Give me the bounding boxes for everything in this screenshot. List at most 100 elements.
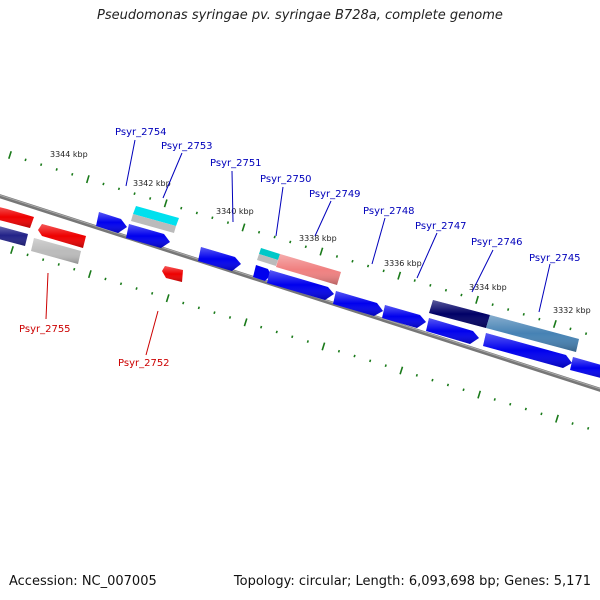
gene-label-psyr-2747[interactable]: Psyr_2747: [415, 221, 467, 232]
minor-tick: [366, 264, 370, 268]
minor-tick: [509, 402, 512, 406]
minor-tick: [260, 325, 263, 329]
leader-line: [371, 217, 386, 265]
minor-tick: [197, 306, 200, 310]
gene-block-cyan[interactable]: [133, 206, 179, 226]
minor-tick: [524, 407, 527, 411]
gene-label-psyr-2749[interactable]: Psyr_2749: [309, 189, 361, 200]
ruler-label: 3340 kbp: [216, 207, 254, 216]
minor-tick: [351, 259, 354, 263]
gene-arrow-reverse[interactable]: [38, 224, 86, 248]
minor-tick: [587, 426, 590, 430]
minor-tick: [182, 301, 185, 305]
minor-tick: [55, 168, 58, 171]
major-tick: [241, 223, 246, 232]
minor-tick: [444, 288, 448, 292]
minor-tick: [507, 308, 510, 311]
gene-label-psyr-2751[interactable]: Psyr_2751: [210, 158, 262, 169]
ruler-label: 3344 kbp: [50, 150, 88, 159]
minor-tick: [135, 287, 138, 290]
minor-tick: [337, 349, 341, 353]
minor-tick: [335, 255, 339, 258]
leader-line: [538, 263, 551, 313]
gene-label-psyr-2755[interactable]: Psyr_2755: [19, 324, 71, 335]
minor-tick: [40, 163, 43, 167]
minor-tick: [353, 354, 356, 358]
gene-arrow-forward[interactable]: [198, 247, 241, 271]
gene-block-gray[interactable]: [131, 214, 176, 233]
minor-tick: [413, 279, 416, 282]
minor-tick: [119, 282, 123, 286]
gene-labels: Psyr_2754 Psyr_2753 Psyr_2751 Psyr_2750 …: [19, 127, 581, 369]
minor-tick: [571, 422, 574, 425]
major-tick: [163, 199, 168, 208]
gene-arrow-forward[interactable]: [382, 305, 426, 328]
gene-arrow-forward[interactable]: [96, 212, 127, 233]
leader-line: [416, 232, 438, 279]
gene-block-steel[interactable]: [486, 315, 579, 352]
gene-block-pink[interactable]: [276, 254, 341, 285]
major-tick: [321, 342, 326, 351]
leader-line: [45, 272, 49, 320]
gene-arrow-forward[interactable]: [483, 333, 572, 368]
major-tick: [10, 245, 14, 255]
minor-tick: [289, 240, 292, 244]
ruler-label: 3338 kbp: [299, 234, 337, 243]
minor-tick: [384, 364, 387, 368]
gene-label-psyr-2746[interactable]: Psyr_2746: [471, 237, 523, 248]
gene-block-gray[interactable]: [31, 238, 81, 264]
minor-tick: [273, 235, 276, 239]
gene-label-psyr-2745[interactable]: Psyr_2745: [529, 253, 581, 264]
gene-label-psyr-2753[interactable]: Psyr_2753: [161, 141, 213, 152]
minor-tick: [211, 216, 214, 220]
ruler-labels: 3344 kbp 3342 kbp 3340 kbp 3338 kbp 3336…: [50, 150, 591, 315]
minor-tick: [151, 291, 154, 295]
minor-tick: [429, 283, 432, 287]
minor-tick: [491, 303, 494, 307]
minor-tick: [291, 335, 294, 339]
ruler-label: 3336 kbp: [384, 259, 422, 268]
minor-tick: [304, 245, 307, 249]
minor-tick: [104, 277, 107, 281]
minor-tick: [26, 253, 29, 257]
minor-tick: [213, 311, 216, 315]
gene-arrow-forward[interactable]: [267, 270, 334, 300]
gene-arrow-forward[interactable]: [426, 318, 479, 344]
gene-arrow-forward[interactable]: [0, 225, 28, 246]
gene-arrow-forward[interactable]: [570, 357, 600, 379]
gene-block-cyan[interactable]: [259, 248, 280, 260]
major-tick: [165, 294, 170, 303]
minor-tick: [102, 182, 105, 186]
major-tick: [477, 390, 482, 399]
ruler-label: 3332 kbp: [553, 306, 591, 315]
gene-block-gray[interactable]: [257, 254, 278, 266]
gene-label-psyr-2750[interactable]: Psyr_2750: [260, 174, 312, 185]
major-tick: [475, 295, 479, 304]
minor-tick: [195, 211, 198, 215]
major-tick: [397, 271, 402, 280]
gene-label-psyr-2752[interactable]: Psyr_2752: [118, 358, 170, 369]
minor-tick: [462, 388, 465, 392]
major-tick: [399, 366, 404, 375]
minor-tick: [57, 263, 60, 266]
ruler-label: 3334 kbp: [469, 283, 507, 292]
gene-label-psyr-2754[interactable]: Psyr_2754: [115, 127, 167, 138]
minor-tick: [275, 330, 278, 334]
gene-arrow-reverse[interactable]: [0, 206, 34, 228]
gene-block-navy[interactable]: [429, 300, 490, 328]
gene-arrow-forward[interactable]: [253, 265, 271, 281]
major-tick: [243, 318, 248, 327]
minor-tick: [431, 378, 434, 382]
minor-tick: [257, 230, 261, 234]
minor-tick: [228, 316, 232, 319]
gene-arrow-forward[interactable]: [333, 291, 383, 316]
gene-arrow-reverse[interactable]: [162, 266, 183, 282]
minor-tick: [460, 293, 463, 297]
minor-tick: [382, 269, 385, 273]
minor-tick: [117, 187, 121, 191]
outer-tick-track: [8, 150, 588, 336]
gene-arrow-forward[interactable]: [126, 224, 170, 248]
leader-line: [471, 249, 494, 293]
gene-label-psyr-2748[interactable]: Psyr_2748: [363, 206, 415, 217]
